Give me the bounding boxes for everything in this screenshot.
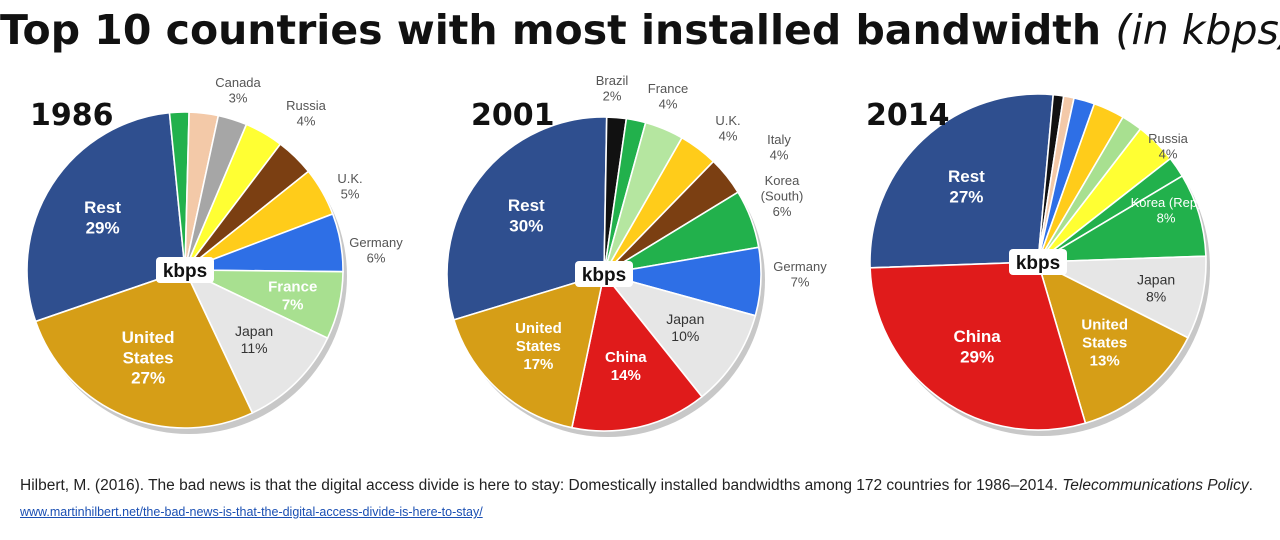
- slice-label-u-k: U.K. 4%: [715, 113, 740, 144]
- pie-charts: Rest 29% Canada 3% Russia 4% U.K. 5% Germany 6% Fr…: [26, 73, 1210, 437]
- title-main: Top 10 countries with most installed ban…: [0, 6, 1102, 54]
- year-label: 2001: [471, 98, 555, 133]
- center-label-box: [1009, 249, 1067, 275]
- slice-label-france: France 4%: [648, 81, 688, 112]
- slice-united-states: [1036, 260, 1190, 425]
- pie-chart-2014: Rest 27% Russia 4% Korea (Rep) 8% Japan 8% Unite…: [866, 93, 1210, 436]
- slice-label-china: China 29%: [953, 327, 1001, 366]
- slice-label-russia: Russia 4%: [1148, 131, 1189, 162]
- chart-title: Top 10 countries with most installed ban…: [0, 6, 1280, 54]
- slice-label-france: France 7%: [268, 278, 317, 313]
- citation-journal: Telecommunications Policy: [1062, 477, 1249, 494]
- slice-label-u-k: U.K. 5%: [337, 171, 362, 202]
- slice-label-rest: Rest 27%: [948, 167, 985, 206]
- slice-label-rest: Rest 29%: [84, 198, 121, 237]
- slice-label-korea-rep: Korea (Rep) 8%: [1131, 195, 1202, 226]
- slice-label-italy: Italy 4%: [767, 132, 791, 163]
- slice-label-rest: Rest 30%: [508, 196, 545, 235]
- center-label-box: [156, 257, 214, 283]
- citation-text: Hilbert, M. (2016). The bad news is that…: [20, 477, 1058, 494]
- center-label: kbps: [582, 265, 626, 286]
- center-label: kbps: [163, 261, 207, 282]
- slice-rest: [869, 93, 1055, 269]
- slice-china: [869, 261, 1087, 431]
- pie-chart-1986: Rest 29% Canada 3% Russia 4% U.K. 5% Germany 6% Fr…: [26, 75, 403, 434]
- slice-label-united-states: United States 17%: [515, 320, 562, 373]
- slice-label-brazil: Brazil 2%: [596, 73, 629, 104]
- year-label: 1986: [30, 98, 114, 133]
- center-label: kbps: [1016, 253, 1060, 274]
- slice-label-japan: Japan 8%: [1137, 272, 1175, 305]
- slice-united-states: [452, 272, 606, 429]
- slice-japan: [183, 268, 329, 414]
- slice-label-united-states: United States 27%: [122, 328, 175, 388]
- citation-link[interactable]: www.martinhilbert.net/the-bad-news-is-th…: [20, 505, 483, 519]
- year-label: 2014: [866, 98, 950, 133]
- citation-period: .: [1248, 477, 1253, 494]
- slice-label-china: China 14%: [605, 349, 647, 384]
- slice-label-japan: Japan 10%: [666, 311, 704, 344]
- slice-label-canada: Canada 3%: [215, 75, 261, 106]
- title-unit: (in kbps): [1115, 6, 1280, 54]
- slice-label-united-states: United States 13%: [1081, 316, 1128, 369]
- slice-label-russia: Russia 4%: [286, 98, 327, 129]
- slice-label-japan: Japan 11%: [235, 323, 273, 356]
- slice-united-states: [34, 269, 254, 429]
- slice-label-korea-south: Korea (South) 6%: [761, 173, 804, 219]
- citation: Hilbert, M. (2016). The bad news is that…: [20, 473, 1270, 525]
- slice-rest: [26, 111, 186, 323]
- center-label-box: [575, 261, 633, 287]
- slice-label-germany: Germany 6%: [349, 235, 403, 266]
- slice-china: [570, 272, 704, 432]
- slice-label-germany: Germany 7%: [773, 259, 827, 290]
- pie-chart-2001: Rest 30% Brazil 2% France 4% U.K. 4% Italy 4% Kore…: [446, 73, 827, 437]
- slice-rest: [446, 116, 608, 321]
- slice-japan: [601, 272, 757, 398]
